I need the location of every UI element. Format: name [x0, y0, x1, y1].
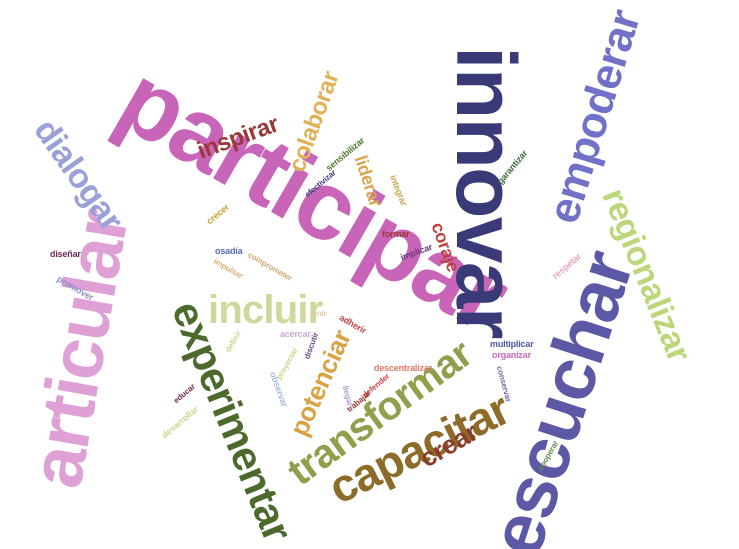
- word: incluir: [208, 288, 323, 332]
- word: comprometer: [246, 250, 294, 283]
- word: diseñar: [50, 249, 81, 259]
- word: definir: [223, 329, 243, 355]
- word: innovar: [438, 46, 533, 338]
- word: educar: [171, 382, 197, 406]
- word: unir: [312, 309, 327, 318]
- word: impulsar: [212, 256, 245, 281]
- word: crecer: [204, 201, 231, 227]
- word: llegar: [340, 384, 355, 407]
- word: descentralizar: [374, 363, 433, 373]
- word: multiplicar: [490, 339, 534, 349]
- word: organizar: [492, 350, 531, 360]
- word: desarrollar: [159, 403, 201, 441]
- word: observar: [267, 370, 290, 409]
- word: acercar: [280, 329, 311, 339]
- word: formar: [382, 229, 410, 239]
- word: osadía: [215, 246, 243, 256]
